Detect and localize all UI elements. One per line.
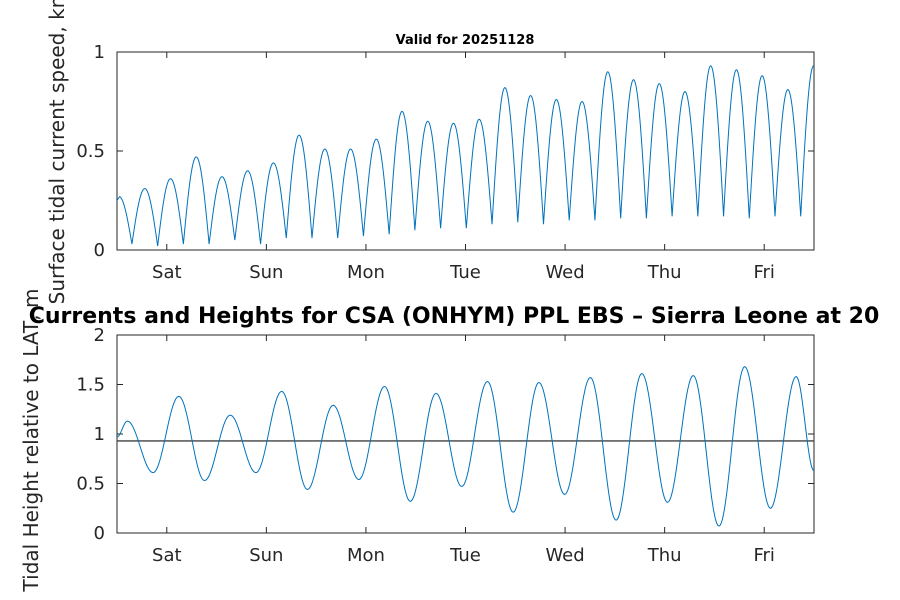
x-tick-label-tue: Tue [449,262,481,283]
current-speed-axes: 0 0.5 1 Sat Sun Mon Tue Wed Thu Fri [76,42,815,283]
x-tick-label-sat: Sat [152,545,182,566]
x-tick-label-tue: Tue [449,545,481,566]
tidal-height-y-axis-label: Tidal Height relative to LAT, m [19,289,43,593]
main-figure-title: Currents and Heights for CSA (ONHYM) PPL… [29,304,880,329]
x-tick-label-sun: Sun [249,262,283,283]
tidal-height-series-line [117,366,814,527]
y-tick-label: 0 [94,240,105,261]
x-tick-label-fri: Fri [753,262,774,283]
current-plot-title: Valid for 20251128 [396,33,535,48]
x-tick-label-thu: Thu [647,262,682,283]
x-tick-label-thu: Thu [647,545,682,566]
y-tick-label: 2 [94,325,105,346]
tidal-height-axes: 0 0.5 1 1.5 2 Sat Sun Mon Tue Wed Thu Fri [76,325,815,566]
current-speed-y-axis-label: Surface tidal current speed, kn [45,0,69,304]
y-tick-label: 0 [94,523,105,544]
y-tick-label: 0.5 [76,141,105,162]
x-tick-label-wed: Wed [545,262,584,283]
current-speed-series-line [117,65,814,247]
y-tick-label: 1.5 [76,375,105,396]
plot-area-frame [116,334,815,534]
tidal-height-plot: Tidal Height relative to LAT, m 0 0.5 1 1.5… [19,289,879,593]
x-tick-label-sun: Sun [249,545,283,566]
x-tick-label-wed: Wed [545,545,584,566]
x-tick-label-mon: Mon [347,545,385,566]
current-speed-plot: Valid for 20251128 Surface tidal current… [45,0,815,304]
x-tick-label-sat: Sat [152,262,182,283]
y-tick-label: 1 [94,424,105,445]
x-tick-label-mon: Mon [347,262,385,283]
y-tick-label: 1 [94,42,105,63]
x-tick-label-fri: Fri [753,545,774,566]
y-tick-label: 0.5 [76,474,105,495]
